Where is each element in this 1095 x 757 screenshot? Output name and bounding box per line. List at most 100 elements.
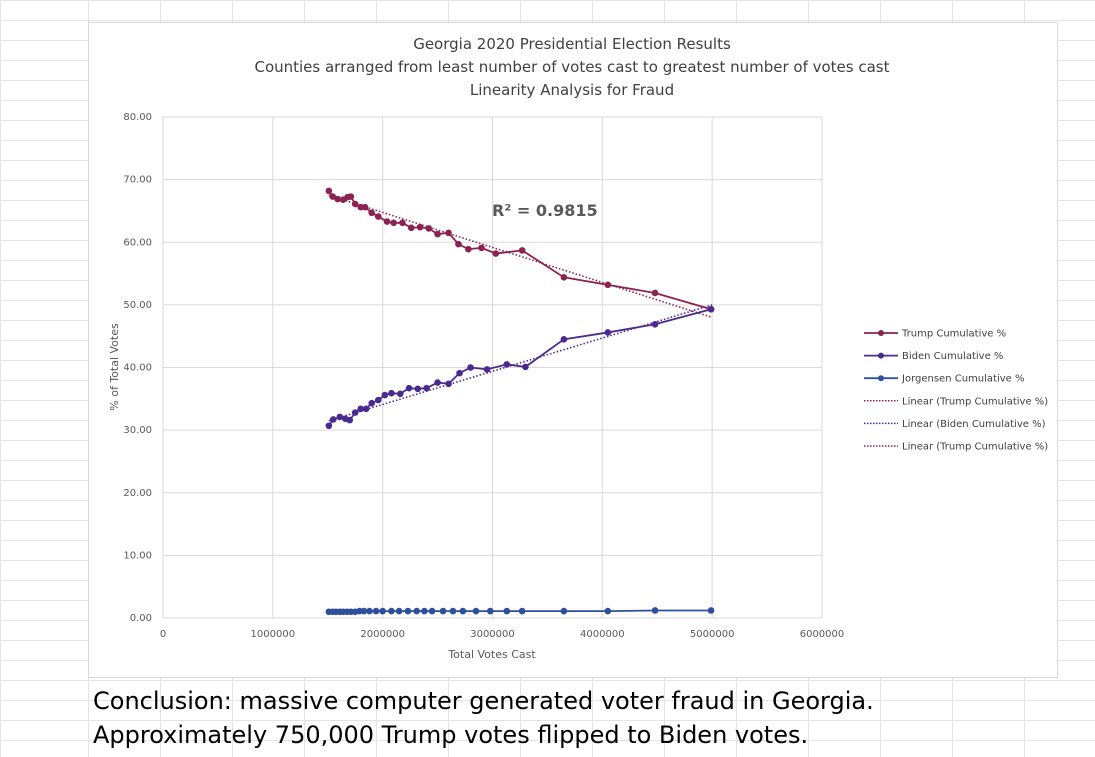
data-point bbox=[374, 213, 382, 220]
data-point bbox=[372, 607, 380, 615]
data-point bbox=[334, 195, 341, 203]
data-point bbox=[329, 416, 337, 423]
data-point bbox=[388, 607, 395, 615]
trendline bbox=[328, 304, 713, 422]
legend-label: Linear (Trump Cumulative %) bbox=[902, 396, 1048, 407]
data-point bbox=[346, 416, 354, 424]
conclusion-line-1: Conclusion: massive computer generated v… bbox=[93, 687, 874, 715]
legend-label: Biden Cumulative % bbox=[902, 351, 1003, 362]
data-point bbox=[439, 607, 447, 615]
y-tick-label: 30.00 bbox=[123, 425, 152, 436]
legend-item[interactable]: Biden Cumulative % bbox=[864, 351, 1003, 362]
data-point bbox=[651, 607, 659, 614]
legend-label: Trump Cumulative % bbox=[901, 329, 1006, 340]
data-point bbox=[483, 366, 491, 373]
data-point bbox=[503, 607, 511, 615]
x-axis-title: Total Votes Cast bbox=[447, 648, 536, 661]
data-point bbox=[445, 229, 452, 237]
chart-legend: Trump Cumulative % Biden Cumulative % Jorg… bbox=[864, 329, 1048, 453]
x-tick-label: 3000000 bbox=[470, 629, 515, 640]
data-point bbox=[707, 305, 715, 313]
x-tick-label: 6000000 bbox=[800, 629, 845, 640]
legend-item[interactable]: Linear (Biden Cumulative %) bbox=[864, 419, 1046, 430]
legend-marker bbox=[878, 375, 884, 382]
x-axis-ticks: 0 1000000 2000000 3000000 4000000 5000000 6000… bbox=[160, 629, 844, 640]
data-point bbox=[390, 219, 397, 227]
legend-label: Linear (Trump Cumulative %) bbox=[902, 442, 1048, 453]
data-point bbox=[522, 363, 529, 371]
trendlines bbox=[328, 194, 713, 422]
y-tick-label: 70.00 bbox=[123, 175, 152, 186]
data-point bbox=[651, 320, 659, 328]
data-point bbox=[445, 380, 452, 388]
y-tick-label: 0.00 bbox=[130, 613, 152, 624]
data-point bbox=[604, 607, 612, 615]
data-point bbox=[560, 336, 568, 343]
data-point bbox=[404, 607, 412, 615]
data-point bbox=[423, 384, 430, 392]
chart-title-line-3: Linearity Analysis for Fraud bbox=[470, 81, 674, 99]
chart-title: Georgia 2020 Presidential Election Resul… bbox=[254, 35, 889, 99]
y-tick-label: 60.00 bbox=[123, 237, 152, 248]
y-axis-ticks: 0.00 10.00 20.00 30.00 40.00 50.00 60.00 70.00 8… bbox=[123, 112, 152, 624]
data-point bbox=[399, 219, 406, 227]
data-point bbox=[374, 396, 382, 404]
data-point bbox=[518, 247, 526, 254]
data-point bbox=[361, 203, 369, 211]
data-point bbox=[434, 379, 441, 386]
data-point bbox=[560, 274, 568, 281]
data-point bbox=[428, 607, 436, 615]
y-axis-title: % of Total Votes bbox=[108, 323, 121, 411]
data-point bbox=[518, 607, 526, 615]
data-point bbox=[651, 289, 659, 297]
data-point bbox=[467, 364, 474, 371]
data-point bbox=[604, 329, 612, 336]
data-point bbox=[413, 607, 421, 615]
data-point bbox=[357, 405, 365, 413]
data-point bbox=[465, 245, 472, 253]
data-point bbox=[351, 409, 359, 416]
data-point bbox=[347, 193, 355, 200]
data-point bbox=[560, 607, 568, 615]
data-point bbox=[421, 607, 428, 615]
data-point bbox=[396, 390, 404, 398]
data-point bbox=[456, 369, 463, 377]
data-point bbox=[449, 607, 457, 615]
data-point bbox=[478, 244, 485, 252]
legend-item[interactable]: Trump Cumulative % bbox=[864, 329, 1006, 340]
data-point bbox=[604, 281, 612, 289]
chart-title-line-1: Georgia 2020 Presidential Election Resul… bbox=[413, 35, 731, 53]
data-point bbox=[434, 230, 441, 238]
data-series bbox=[325, 187, 715, 616]
data-point bbox=[336, 413, 344, 421]
data-point bbox=[362, 405, 370, 413]
conclusion-line-2: Approximately 750,000 Trump votes flippe… bbox=[93, 721, 809, 749]
data-point bbox=[366, 607, 373, 615]
legend-item[interactable]: Jorgensen Cumulative % bbox=[864, 374, 1024, 385]
chart-gridlines bbox=[162, 116, 823, 619]
y-tick-label: 20.00 bbox=[123, 488, 152, 499]
data-point bbox=[368, 399, 375, 407]
data-point bbox=[407, 224, 415, 232]
legend-item[interactable]: Linear (Trump Cumulative %) bbox=[864, 442, 1048, 453]
chart-area[interactable] bbox=[88, 22, 1058, 678]
data-point bbox=[492, 250, 500, 257]
legend-label: Linear (Biden Cumulative %) bbox=[902, 419, 1046, 430]
trendline bbox=[328, 194, 713, 319]
r-squared-annotation: R² = 0.9815 bbox=[492, 201, 598, 220]
legend-item[interactable]: Linear (Trump Cumulative %) bbox=[864, 396, 1048, 407]
data-point bbox=[487, 607, 494, 615]
data-point bbox=[360, 607, 368, 615]
y-tick-label: 50.00 bbox=[123, 300, 152, 311]
data-point bbox=[381, 391, 389, 399]
chart-title-line-2: Counties arranged from least number of v… bbox=[254, 58, 889, 76]
data-point bbox=[325, 422, 333, 430]
data-point bbox=[395, 607, 403, 615]
data-point bbox=[351, 200, 359, 208]
data-point bbox=[425, 225, 433, 232]
data-point bbox=[414, 385, 422, 393]
y-tick-label: 10.00 bbox=[123, 550, 152, 561]
y-tick-label: 40.00 bbox=[123, 363, 152, 374]
data-point bbox=[329, 193, 336, 200]
legend-label: Jorgensen Cumulative % bbox=[901, 374, 1024, 385]
